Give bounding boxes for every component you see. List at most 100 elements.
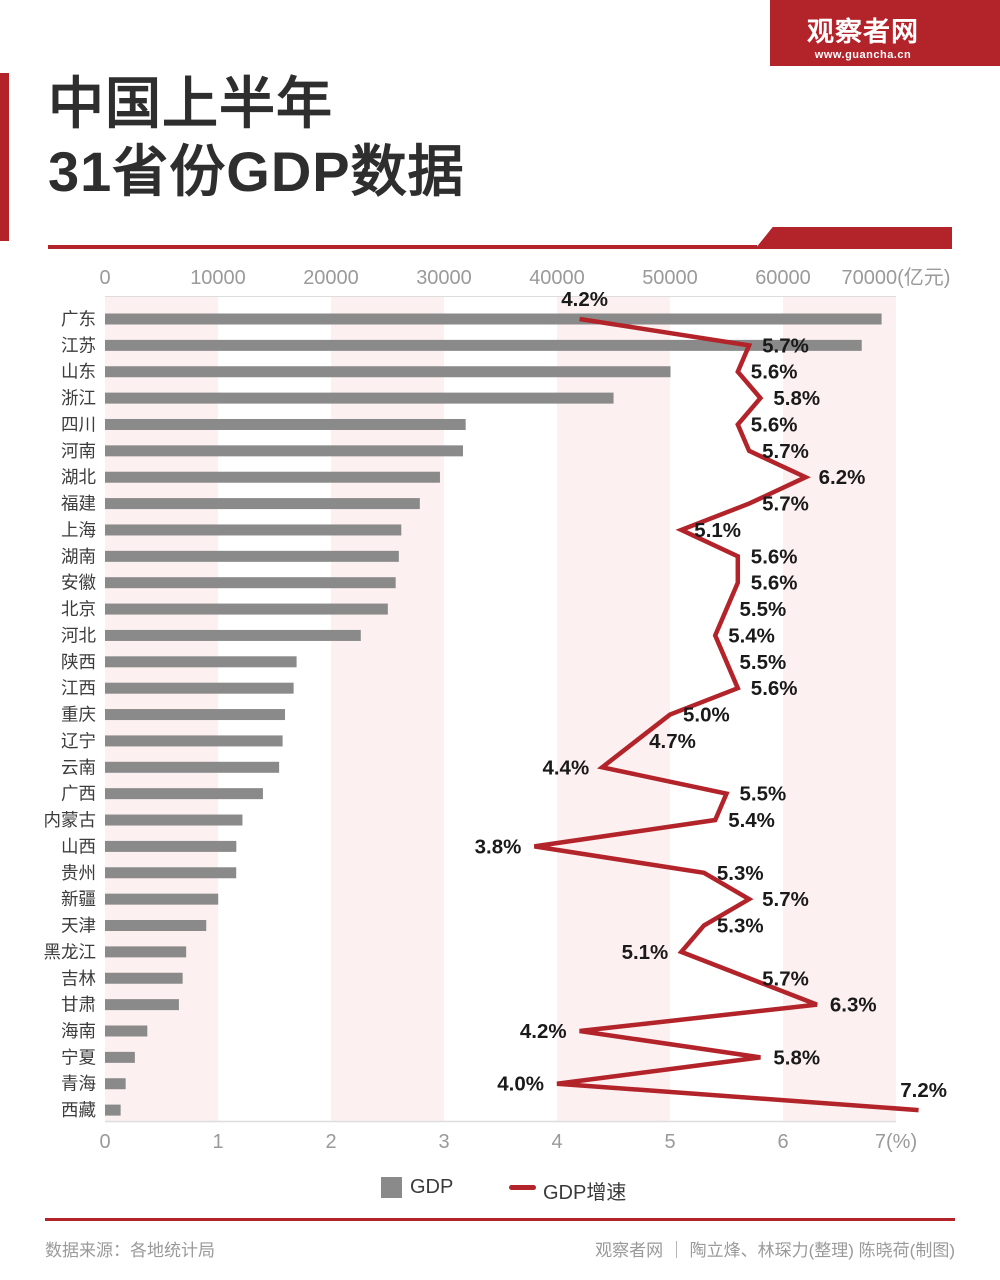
title-underline [48, 245, 757, 249]
gdp-bar [105, 577, 396, 589]
gdp-bar [105, 1025, 148, 1037]
site-logo-url: www.guancha.cn [814, 49, 912, 61]
page-title: 中国上半年 31省份GDP数据 [48, 70, 465, 206]
growth-point-label: 5.1% [622, 941, 669, 964]
growth-point-label: 5.0% [683, 704, 730, 727]
province-label: 河南 [61, 441, 96, 461]
top-axis-tick: 20000 [303, 267, 359, 289]
gdp-bar [105, 893, 219, 905]
growth-point-label: 5.6% [751, 545, 798, 568]
province-label: 山东 [61, 362, 96, 382]
gdp-bar [105, 471, 440, 483]
gdp-bar [105, 814, 243, 826]
title-accent-strip [0, 73, 9, 241]
gdp-bar [105, 603, 388, 615]
site-logo-name: 观察者网 [807, 17, 919, 47]
growth-point-label: 5.6% [751, 677, 798, 700]
province-label: 宁夏 [61, 1047, 96, 1067]
province-label: 江苏 [61, 335, 96, 355]
data-source-note: 数据来源：各地统计局 [45, 1241, 215, 1260]
legend-gdp-label: GDP [410, 1176, 454, 1198]
gdp-bar [105, 313, 882, 325]
province-label: 四川 [61, 414, 96, 434]
gdp-bar [105, 840, 237, 852]
growth-point-label: 5.4% [728, 624, 775, 647]
site-logo: 观察者网 www.guancha.cn [770, 0, 1000, 66]
growth-point-label: 5.6% [751, 572, 798, 595]
gdp-bar [105, 972, 183, 984]
top-axis-tick: 30000 [416, 267, 472, 289]
province-label: 湖南 [61, 546, 96, 566]
province-label: 上海 [61, 520, 96, 540]
growth-point-label: 5.5% [740, 651, 787, 674]
growth-point-label: 5.4% [728, 809, 775, 832]
province-label: 云南 [61, 757, 96, 777]
growth-point-label: 5.7% [762, 967, 809, 990]
gdp-bar [105, 445, 464, 457]
province-label: 天津 [61, 916, 96, 936]
gdp-bar [105, 946, 187, 958]
pink-band [331, 296, 444, 1121]
province-label: 黑龙江 [44, 942, 97, 962]
growth-point-label: 7.2% [900, 1079, 947, 1102]
province-label: 贵州 [61, 863, 96, 883]
province-label: 西藏 [61, 1100, 96, 1120]
pink-band [783, 296, 896, 1121]
province-label: 山西 [61, 836, 96, 856]
page-title-line1: 中国上半年 [48, 72, 333, 135]
bottom-axis-tick: 0 [99, 1131, 110, 1153]
top-axis-tick: 50000 [642, 267, 698, 289]
gdp-bar [105, 761, 280, 773]
gdp-bar [105, 656, 297, 668]
footer-rule [45, 1218, 955, 1221]
top-axis-tick: 0 [99, 267, 110, 289]
province-label: 青海 [61, 1074, 96, 1094]
growth-point-label: 4.7% [649, 730, 696, 753]
growth-point-label: 5.5% [740, 598, 787, 621]
bottom-axis-tick: 2 [325, 1131, 336, 1153]
growth-point-label: 5.7% [762, 888, 809, 911]
page-title-line2: 31省份GDP数据 [48, 140, 465, 203]
growth-point-label: 5.3% [717, 915, 764, 938]
gdp-bar [105, 339, 862, 351]
growth-point-label: 6.2% [819, 466, 866, 489]
growth-point-label: 5.7% [762, 334, 809, 357]
province-label: 甘肃 [61, 995, 96, 1015]
bottom-axis-tick: 6 [777, 1131, 788, 1153]
growth-point-label: 4.2% [561, 288, 608, 311]
growth-point-label: 6.3% [830, 994, 877, 1017]
top-axis-tick: 70000(亿元) [842, 266, 951, 289]
title-underline-ribbon [755, 227, 952, 249]
province-label: 辽宁 [61, 731, 96, 751]
legend-gdp-swatch [381, 1177, 402, 1198]
chart-legend: GDP GDP增速 [0, 1172, 1000, 1204]
province-label: 广西 [61, 784, 96, 804]
province-label: 海南 [61, 1021, 96, 1041]
credit-note: 观察者网 ｜ 陶立烽、林琛力(整理) 陈晓荷(制图) [595, 1241, 955, 1260]
growth-point-label: 4.2% [520, 1020, 567, 1043]
growth-point-label: 5.7% [762, 493, 809, 516]
gdp-bar [105, 392, 614, 404]
province-label: 江西 [61, 678, 96, 698]
pink-band [557, 296, 670, 1121]
gdp-bar [105, 867, 237, 879]
province-label: 广东 [61, 309, 96, 329]
growth-point-label: 5.3% [717, 862, 764, 885]
gdp-bar [105, 709, 286, 721]
province-label: 浙江 [61, 388, 96, 408]
province-label: 安徽 [61, 573, 96, 593]
growth-point-label: 5.6% [751, 413, 798, 436]
province-label: 新疆 [61, 889, 96, 909]
province-label: 陕西 [61, 652, 96, 672]
growth-point-label: 5.7% [762, 440, 809, 463]
province-label: 福建 [61, 494, 96, 514]
gdp-bar [105, 629, 361, 641]
bottom-axis-tick: 4 [551, 1131, 562, 1153]
growth-point-label: 5.1% [694, 519, 741, 542]
growth-point-label: 5.6% [751, 361, 798, 384]
growth-point-label: 3.8% [475, 835, 522, 858]
gdp-bar [105, 788, 263, 800]
gdp-bar [105, 1104, 121, 1116]
